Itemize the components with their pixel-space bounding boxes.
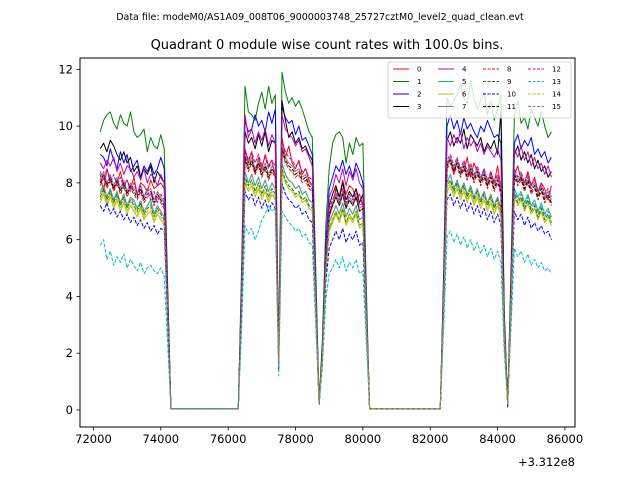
y-tick-label: 4 [66,289,73,303]
x-tick-label: 80000 [345,432,382,446]
legend-label-10: 10 [507,91,516,99]
chart-title: Quadrant 0 module wise count rates with … [151,38,504,53]
y-tick-label: 2 [66,346,73,360]
legend-label-14: 14 [552,91,561,99]
series-layer [99,71,552,410]
legend-label-4: 4 [462,66,467,74]
figure-suptitle: Data file: modeM0/AS1A09_008T06_90000037… [116,12,524,23]
legend-label-3: 3 [417,103,421,111]
legend-frame [387,61,572,119]
x-tick-label: 82000 [412,432,449,446]
x-tick-label: 78000 [277,432,314,446]
y-tick-label: 8 [66,176,73,190]
legend-label-1: 1 [417,78,421,86]
legend-label-2: 2 [417,91,421,99]
legend-label-15: 15 [552,103,561,111]
legend-label-8: 8 [507,66,511,74]
legend-label-9: 9 [507,78,511,86]
y-tick-label: 12 [58,62,73,76]
legend-label-11: 11 [507,103,516,111]
legend-label-0: 0 [417,66,421,74]
x-axis: 72000 74000 76000 78000 80000 82000 84000 86000 [75,427,583,446]
legend-label-7: 7 [462,103,466,111]
axes-frame [79,57,576,428]
x-tick-label: 86000 [547,432,584,446]
legend-label-13: 13 [552,78,561,86]
legend-label-6: 6 [462,91,467,99]
y-tick-label: 10 [58,119,73,133]
y-tick-label: 0 [66,403,73,417]
legend-label-5: 5 [462,78,466,86]
x-offset-label: +3.312e8 [518,455,575,469]
legend-label-12: 12 [552,66,561,74]
y-tick-label: 6 [66,233,73,247]
x-tick-label: 74000 [143,432,180,446]
x-tick-label: 76000 [210,432,247,446]
x-tick-label: 72000 [75,432,112,446]
y-axis: 0 2 4 6 8 10 12 [58,62,80,417]
x-tick-label: 84000 [479,432,516,446]
series-line-15 [99,162,552,410]
